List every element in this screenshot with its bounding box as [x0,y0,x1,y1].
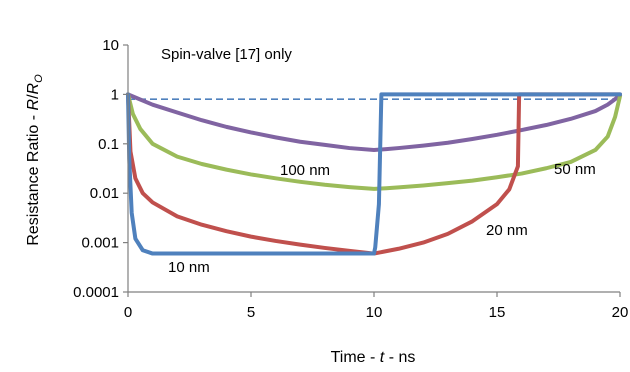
x-tick-label: 15 [489,304,506,321]
series-line-50nm [126,92,622,191]
x-title-part-1: Time - [331,349,380,366]
y-axis-title: Resistance Ratio - R/RO [25,74,45,246]
y-title-var-r0: R [25,82,42,94]
y-tick-label: 0.1 [98,136,119,153]
annotation-50nm: 50 nm [554,161,596,178]
y-tick-label: 1 [111,86,119,103]
y-title-sub-o: O [33,74,45,83]
annotation-100nm: 100 nm [280,162,330,179]
y-tick-label: 0.01 [90,185,119,202]
annotation-20nm: 20 nm [486,222,528,239]
series-line-10nm [126,92,622,256]
x-title-part-3: - ns [384,349,415,366]
y-tick-label: 0.001 [81,235,119,252]
x-axis-title: Time - t - ns [331,349,416,366]
y-tick-label: 0.0001 [73,284,119,301]
x-tick-label: 0 [124,304,132,321]
annotation-10nm: 10 nm [168,259,210,276]
y-title-part-1: Resistance Ratio - [25,110,42,245]
x-ticks: 0 5 10 15 20 [124,292,629,321]
annotations: Spin-valve [17] only 100 nm 50 nm 20 nm … [161,46,596,276]
series-line-100nm [126,92,622,152]
x-tick-label: 10 [366,304,383,321]
y-ticks: 0.0001 0.001 0.01 0.1 1 10 [73,37,128,301]
y-title-slash: / [25,94,42,99]
y-title-var-r: R [25,98,42,110]
y-tick-label: 10 [102,37,119,54]
axes: 0.0001 0.001 0.01 0.1 1 10 0 5 10 15 20 [73,37,628,321]
x-tick-label: 5 [247,304,255,321]
series-layer [126,92,622,256]
annotation-spin-valve: Spin-valve [17] only [161,46,292,63]
x-title-var-t: t [380,349,385,366]
x-tick-label: 20 [612,304,629,321]
